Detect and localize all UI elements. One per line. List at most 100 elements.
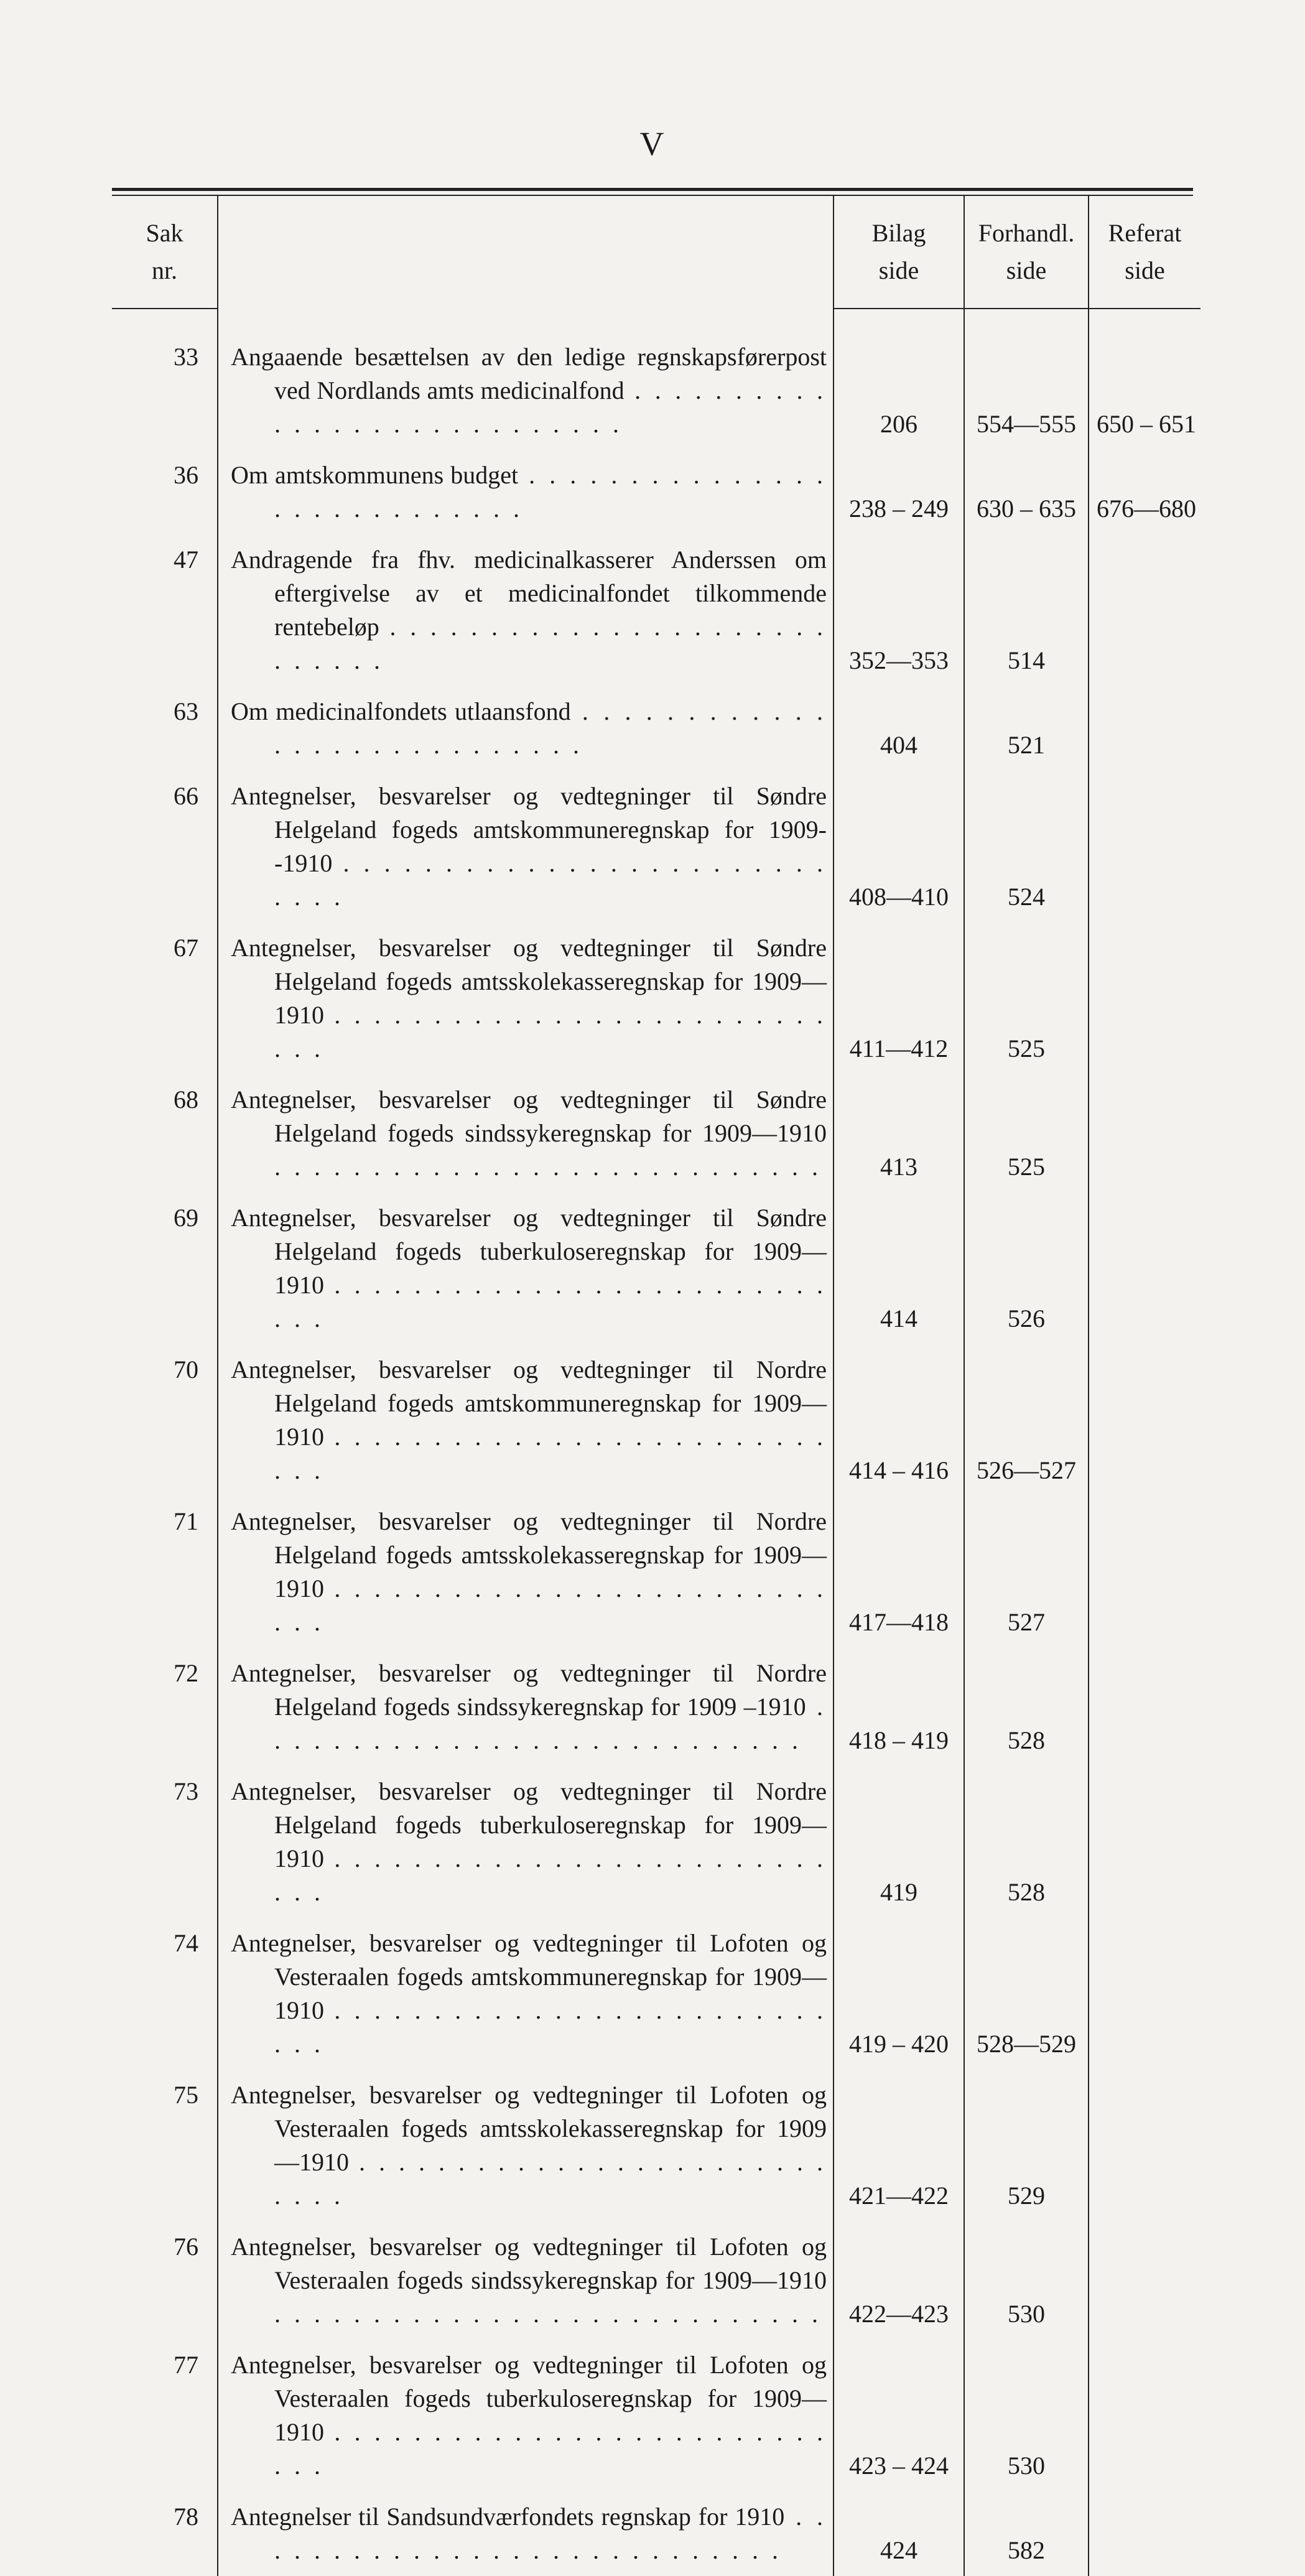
table-row: 33Angaaende besættelsen av den ledige re… [112, 332, 1201, 450]
cell-sak-nr: 75 [112, 2070, 218, 2221]
cell-description: Antegnelser, besvarelser og vedtegninger… [218, 1193, 834, 1344]
description-text: Antegnelser, besvarelser og vedtegninger… [231, 2230, 827, 2331]
header-desc-blank [218, 196, 834, 309]
cell-sak-nr: 68 [112, 1074, 218, 1193]
cell-forhandl: 528 [964, 1648, 1089, 1766]
cell-forhandl: 525 [964, 923, 1089, 1074]
cell-description: Antegnelser, besvarelser og vedtegninger… [218, 2221, 834, 2340]
table-row: 73Antegnelser, besvarelser og vedtegning… [112, 1766, 1201, 1918]
cell-bilag: 414 [834, 1193, 964, 1344]
table-row: 47Andragende fra fhv. medicinalkasserer … [112, 534, 1201, 686]
table-row: 77Antegnelser, besvarelser og vedtegning… [112, 2340, 1201, 2491]
cell-description: Antegnelser, besvarelser og vedtegninger… [218, 1918, 834, 2070]
table-row: 36Om amtskommunens budget238 – 249630 – … [112, 450, 1201, 534]
header-forhandl-l2: side [971, 252, 1082, 289]
table-header-row: Sak nr. Bilag side Forhandl. side Refera… [112, 196, 1201, 309]
table-row: 76Antegnelser, besvarelser og vedtegning… [112, 2221, 1201, 2340]
description-text: Antegnelser, besvarelser og vedtegninger… [231, 1505, 827, 1639]
cell-forhandl: 630 – 635 [964, 450, 1089, 534]
cell-forhandl: 526 [964, 1193, 1089, 1344]
cell-bilag: 414 – 416 [834, 1344, 964, 1496]
cell-bilag: 411—412 [834, 923, 964, 1074]
cell-referat [1089, 2070, 1201, 2221]
header-bilag: Bilag side [834, 196, 964, 309]
cell-referat [1089, 1496, 1201, 1648]
cell-sak-nr: 33 [112, 332, 218, 450]
cell-referat [1089, 2491, 1201, 2576]
header-referat: Referat side [1089, 196, 1201, 309]
description-text: Om medicinalfondets utlaansfond [231, 695, 827, 762]
cell-bilag: 419 – 420 [834, 1918, 964, 2070]
cell-description: Antegnelser, besvarelser og vedtegninger… [218, 1074, 834, 1193]
header-referat-l1: Referat [1095, 215, 1194, 252]
description-text: Antegnelser, besvarelser og vedtegninger… [231, 931, 827, 1066]
cell-sak-nr: 74 [112, 1918, 218, 2070]
cell-sak-nr: 70 [112, 1344, 218, 1496]
cell-sak-nr: 73 [112, 1766, 218, 1918]
header-sak-l2: nr. [118, 252, 211, 289]
table-row: 71Antegnelser, besvarelser og vedtegning… [112, 1496, 1201, 1648]
cell-bilag: 238 – 249 [834, 450, 964, 534]
header-referat-l2: side [1095, 252, 1194, 289]
description-text: Andragende fra fhv. medicinalkasserer An… [231, 543, 827, 677]
description-text: Antegnelser, besvarelser og vedtegninger… [231, 1353, 827, 1487]
cell-bilag: 418 – 419 [834, 1648, 964, 1766]
cell-sak-nr: 47 [112, 534, 218, 686]
cell-referat: 676—680 [1089, 450, 1201, 534]
cell-referat [1089, 1648, 1201, 1766]
header-forhandl: Forhandl. side [964, 196, 1089, 309]
cell-referat [1089, 1766, 1201, 1918]
cell-sak-nr: 71 [112, 1496, 218, 1648]
cell-description: Andragende fra fhv. medicinalkasserer An… [218, 534, 834, 686]
table-row: 66Antegnelser, besvarelser og vedtegning… [112, 771, 1201, 923]
description-text: Antegnelser, besvarelser og vedtegninger… [231, 1657, 827, 1757]
table-row: 68Antegnelser, besvarelser og vedtegning… [112, 1074, 1201, 1193]
index-table: Sak nr. Bilag side Forhandl. side Refera… [112, 196, 1201, 2576]
cell-referat [1089, 534, 1201, 686]
cell-forhandl: 529 [964, 2070, 1089, 2221]
description-text: Om amtskommunens budget [231, 458, 827, 526]
cell-referat [1089, 923, 1201, 1074]
cell-bilag: 413 [834, 1074, 964, 1193]
cell-description: Antegnelser, besvarelser og vedtegninger… [218, 923, 834, 1074]
cell-forhandl: 528 [964, 1766, 1089, 1918]
double-rule [112, 188, 1193, 196]
cell-description: Antegnelser, besvarelser og vedtegninger… [218, 1344, 834, 1496]
cell-forhandl: 554—555 [964, 332, 1089, 450]
cell-referat [1089, 771, 1201, 923]
cell-description: Antegnelser, besvarelser og vedtegninger… [218, 1496, 834, 1648]
cell-description: Antegnelser, besvarelser og vedtegninger… [218, 2070, 834, 2221]
table-row: 69Antegnelser, besvarelser og vedtegning… [112, 1193, 1201, 1344]
page-number: V [112, 124, 1193, 163]
header-sak-l1: Sak [118, 215, 211, 252]
cell-bilag: 408—410 [834, 771, 964, 923]
description-text: Antegnelser, besvarelser og vedtegninger… [231, 2348, 827, 2483]
cell-sak-nr: 76 [112, 2221, 218, 2340]
cell-sak-nr: 77 [112, 2340, 218, 2491]
table-row: 75Antegnelser, besvarelser og vedtegning… [112, 2070, 1201, 2221]
cell-bilag: 424 [834, 2491, 964, 2576]
cell-referat [1089, 686, 1201, 771]
cell-bilag: 404 [834, 686, 964, 771]
cell-forhandl: 527 [964, 1496, 1089, 1648]
cell-description: Antegnelser, besvarelser og vedtegninger… [218, 1648, 834, 1766]
cell-description: Om medicinalfondets utlaansfond [218, 686, 834, 771]
cell-referat [1089, 2221, 1201, 2340]
cell-sak-nr: 67 [112, 923, 218, 1074]
cell-sak-nr: 36 [112, 450, 218, 534]
cell-forhandl: 525 [964, 1074, 1089, 1193]
cell-forhandl: 514 [964, 534, 1089, 686]
cell-bilag: 422—423 [834, 2221, 964, 2340]
cell-forhandl: 521 [964, 686, 1089, 771]
cell-bilag: 423 – 424 [834, 2340, 964, 2491]
cell-bilag: 419 [834, 1766, 964, 1918]
table-row: 74Antegnelser, besvarelser og vedtegning… [112, 1918, 1201, 2070]
cell-forhandl: 528—529 [964, 1918, 1089, 2070]
cell-description: Angaaende besættelsen av den ledige regn… [218, 332, 834, 450]
description-text: Antegnelser, besvarelser og vedtegninger… [231, 2078, 827, 2213]
cell-bilag: 352—353 [834, 534, 964, 686]
table-row: 72Antegnelser, besvarelser og vedtegning… [112, 1648, 1201, 1766]
header-sak: Sak nr. [112, 196, 218, 309]
description-text: Antegnelser, besvarelser og vedtegninger… [231, 1775, 827, 1909]
cell-description: Antegnelser, besvarelser og vedtegninger… [218, 2340, 834, 2491]
